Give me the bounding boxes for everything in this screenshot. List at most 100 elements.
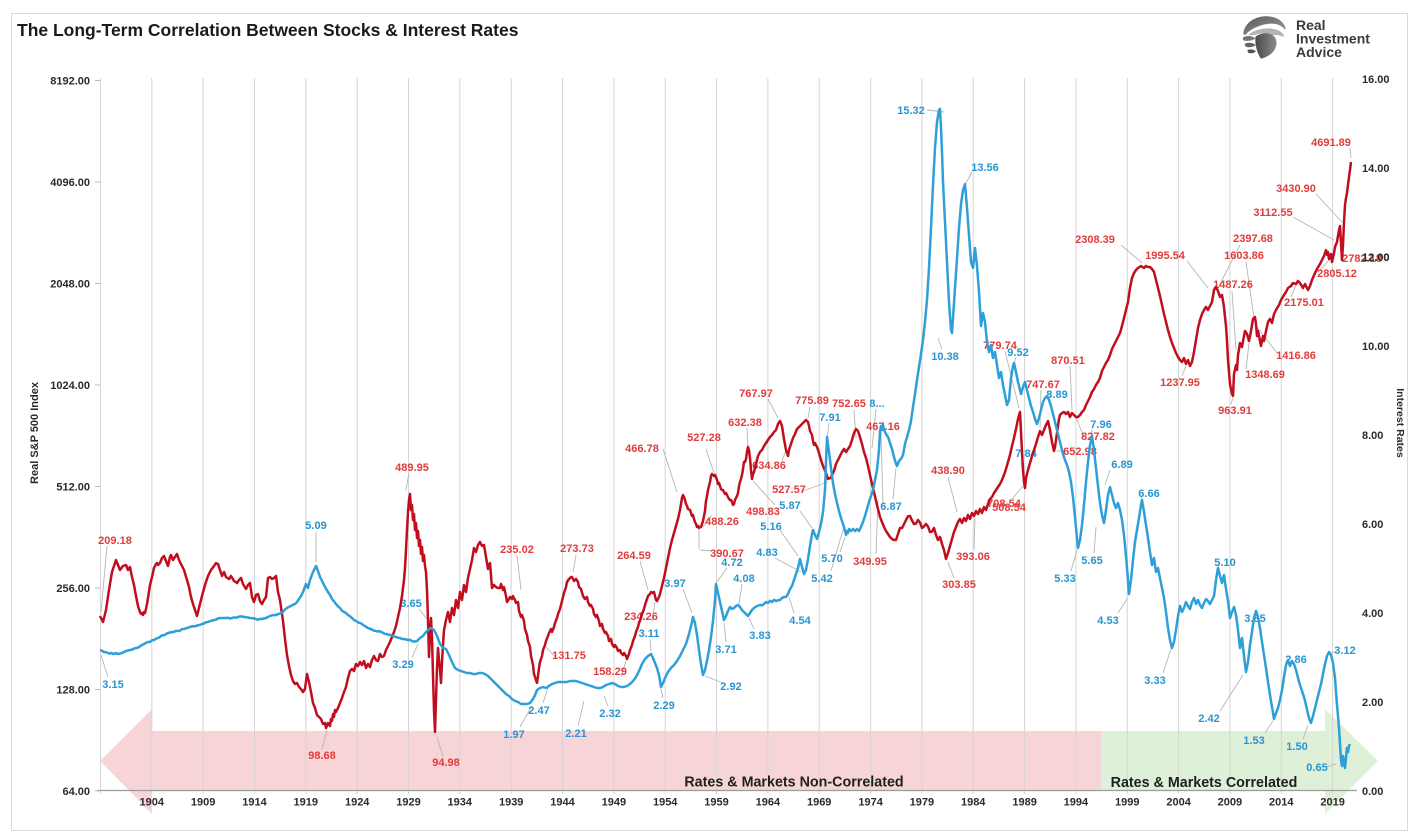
svg-text:1989: 1989	[1012, 797, 1036, 809]
svg-text:4.08: 4.08	[733, 573, 754, 585]
svg-text:1909: 1909	[191, 797, 215, 809]
svg-text:767.97: 767.97	[739, 388, 773, 400]
svg-text:3.12: 3.12	[1334, 645, 1355, 657]
svg-text:2004: 2004	[1166, 797, 1191, 809]
svg-text:2175.01: 2175.01	[1284, 297, 1324, 309]
svg-text:1.97: 1.97	[503, 729, 524, 741]
svg-text:2019: 2019	[1320, 797, 1344, 809]
svg-text:3.71: 3.71	[715, 644, 736, 656]
svg-text:1924: 1924	[345, 797, 370, 809]
svg-text:1969: 1969	[807, 797, 831, 809]
svg-text:5.42: 5.42	[811, 573, 832, 585]
svg-text:1959: 1959	[704, 797, 728, 809]
svg-text:4691.89: 4691.89	[1311, 137, 1351, 149]
svg-text:3430.90: 3430.90	[1276, 183, 1316, 195]
svg-text:Interest Rates: Interest Rates	[1394, 388, 1406, 458]
svg-text:1964: 1964	[756, 797, 781, 809]
svg-text:4.00: 4.00	[1362, 608, 1383, 620]
svg-text:2009: 2009	[1218, 797, 1242, 809]
svg-text:264.59: 264.59	[617, 550, 651, 562]
svg-text:390.67: 390.67	[710, 548, 744, 560]
svg-text:2014: 2014	[1269, 797, 1294, 809]
svg-text:2308.39: 2308.39	[1075, 234, 1115, 246]
svg-text:8192.00: 8192.00	[50, 76, 90, 88]
svg-text:3.83: 3.83	[749, 630, 770, 642]
svg-text:Advice: Advice	[1296, 44, 1342, 60]
svg-text:527.28: 527.28	[687, 432, 721, 444]
svg-text:5.33: 5.33	[1054, 573, 1075, 585]
svg-text:9.52: 9.52	[1007, 347, 1028, 359]
svg-text:7.91: 7.91	[819, 412, 840, 424]
svg-text:1914: 1914	[242, 797, 267, 809]
svg-text:349.95: 349.95	[853, 556, 887, 568]
svg-text:1487.26: 1487.26	[1213, 279, 1253, 291]
svg-text:488.26: 488.26	[705, 516, 739, 528]
svg-text:708.54: 708.54	[987, 498, 1022, 510]
svg-text:4.54: 4.54	[789, 615, 811, 627]
svg-text:1.53: 1.53	[1243, 735, 1264, 747]
svg-text:2.47: 2.47	[528, 705, 549, 717]
svg-text:5.70: 5.70	[821, 553, 842, 565]
svg-text:303.85: 303.85	[942, 579, 976, 591]
svg-text:12.00: 12.00	[1362, 252, 1390, 264]
svg-text:1024.00: 1024.00	[50, 380, 90, 392]
svg-text:1939: 1939	[499, 797, 523, 809]
svg-text:256.00: 256.00	[56, 583, 90, 595]
svg-text:131.75: 131.75	[552, 650, 586, 662]
svg-text:209.18: 209.18	[98, 535, 132, 547]
svg-text:2805.12: 2805.12	[1317, 268, 1357, 280]
svg-text:98.68: 98.68	[308, 750, 336, 762]
svg-text:6.00: 6.00	[1362, 519, 1383, 531]
svg-text:273.73: 273.73	[560, 543, 594, 555]
svg-text:2.00: 2.00	[1362, 697, 1383, 709]
svg-text:1603.86: 1603.86	[1224, 250, 1264, 262]
svg-text:4096.00: 4096.00	[50, 177, 90, 189]
svg-text:5.16: 5.16	[760, 521, 781, 533]
svg-text:1934: 1934	[448, 797, 473, 809]
svg-text:1237.95: 1237.95	[1160, 377, 1200, 389]
svg-text:3.65: 3.65	[400, 598, 421, 610]
svg-text:2.42: 2.42	[1198, 713, 1219, 725]
svg-text:512.00: 512.00	[56, 482, 90, 494]
svg-text:0.00: 0.00	[1362, 786, 1383, 798]
svg-text:508.54: 508.54	[992, 502, 1027, 514]
svg-text:5.87: 5.87	[779, 500, 800, 512]
svg-text:1348.69: 1348.69	[1245, 369, 1285, 381]
svg-text:1954: 1954	[653, 797, 678, 809]
svg-text:2782.18: 2782.18	[1342, 253, 1382, 265]
svg-text:1974: 1974	[858, 797, 883, 809]
svg-text:7.96: 7.96	[1090, 419, 1111, 431]
svg-text:4.72: 4.72	[721, 557, 742, 569]
svg-text:16.00: 16.00	[1362, 74, 1390, 86]
svg-text:0.65: 0.65	[1306, 762, 1327, 774]
svg-text:1994: 1994	[1064, 797, 1089, 809]
svg-text:652.98: 652.98	[1063, 446, 1097, 458]
svg-text:8.00: 8.00	[1362, 430, 1383, 442]
svg-text:6.87: 6.87	[880, 501, 901, 513]
svg-text:3.15: 3.15	[102, 679, 123, 691]
svg-text:4.53: 4.53	[1097, 615, 1118, 627]
svg-text:3.29: 3.29	[392, 659, 413, 671]
svg-text:1416.86: 1416.86	[1276, 350, 1316, 362]
svg-text:2.32: 2.32	[599, 708, 620, 720]
svg-text:15.32: 15.32	[897, 105, 925, 117]
svg-text:752.65: 752.65	[832, 398, 866, 410]
svg-text:489.95: 489.95	[395, 462, 429, 474]
svg-text:Rates & Markets Correlated: Rates & Markets Correlated	[1111, 775, 1298, 791]
svg-text:1929: 1929	[396, 797, 420, 809]
svg-text:3112.55: 3112.55	[1253, 207, 1292, 219]
svg-text:12.00: 12.00	[1362, 252, 1390, 264]
svg-text:13.56: 13.56	[971, 162, 999, 174]
svg-text:2397.68: 2397.68	[1233, 233, 1273, 245]
svg-text:963.91: 963.91	[1218, 405, 1252, 417]
svg-text:235.02: 235.02	[500, 544, 534, 556]
svg-text:1995.54: 1995.54	[1145, 250, 1186, 262]
svg-text:1944: 1944	[550, 797, 575, 809]
svg-text:6.89: 6.89	[1111, 459, 1132, 471]
svg-text:5.10: 5.10	[1214, 557, 1235, 569]
svg-text:634.86: 634.86	[752, 460, 786, 472]
svg-text:1984: 1984	[961, 797, 986, 809]
svg-text:Rates & Markets Non-Correlated: Rates & Markets Non-Correlated	[684, 775, 903, 791]
svg-text:747.67: 747.67	[1026, 379, 1060, 391]
svg-text:Real: Real	[1296, 17, 1326, 33]
